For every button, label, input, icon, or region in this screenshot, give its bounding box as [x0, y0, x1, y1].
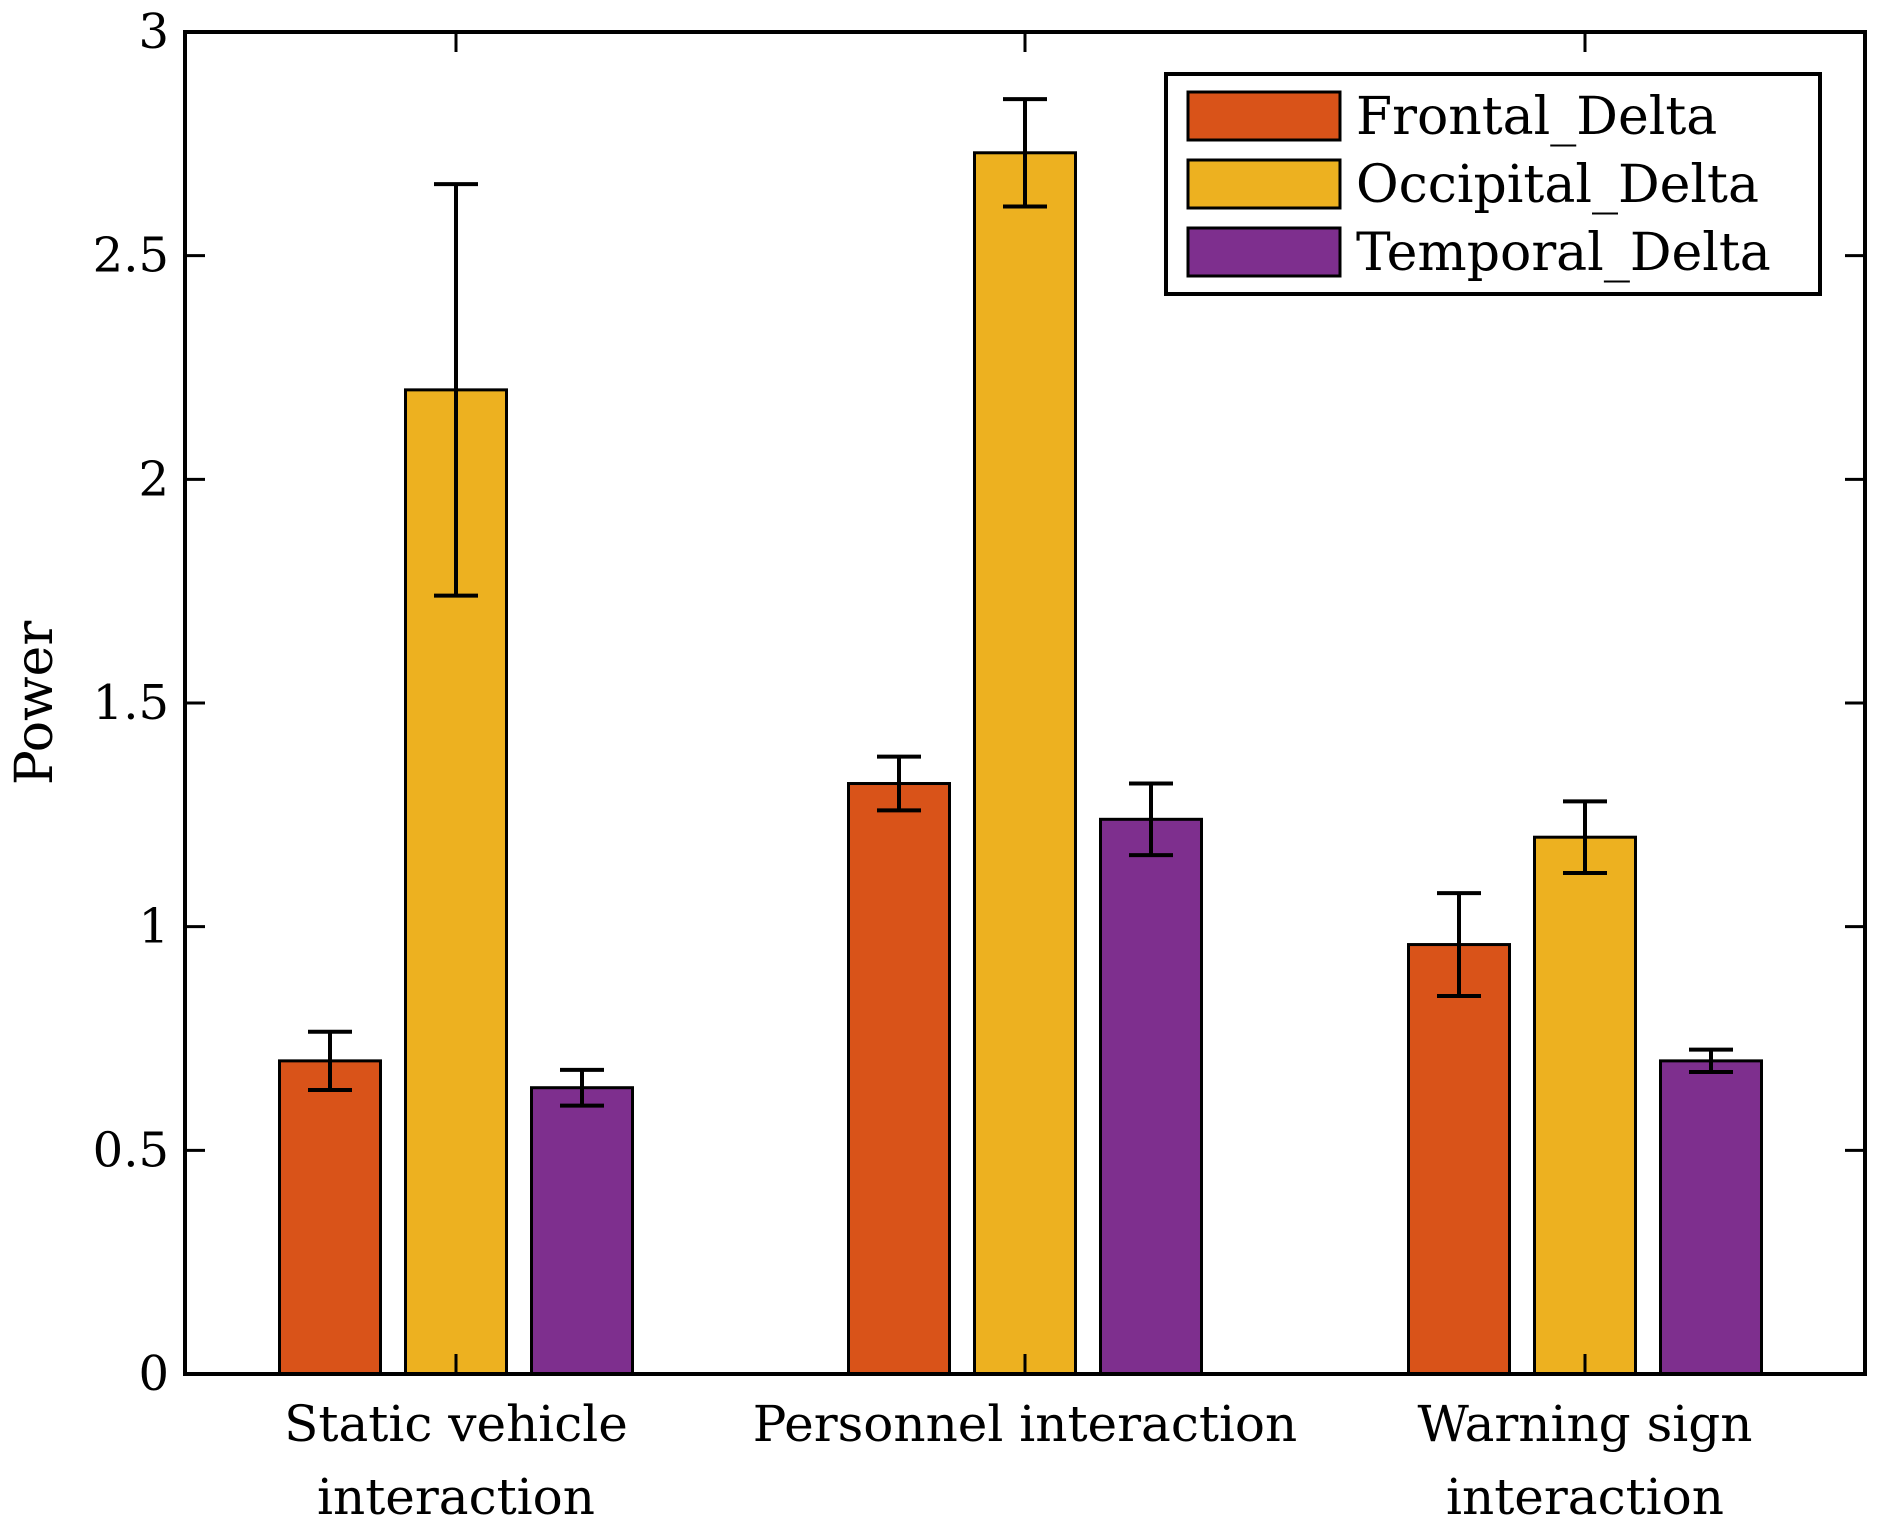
legend-swatch-temporal-delta — [1186, 226, 1342, 278]
legend-label: Occipital_Delta — [1356, 155, 1759, 215]
bar-frontal-delta-0 — [278, 1059, 382, 1376]
legend-swatch-frontal-delta — [1186, 90, 1342, 142]
y-tick-label: 3 — [138, 4, 169, 60]
bar-frontal-delta-2 — [1407, 943, 1511, 1376]
legend: Frontal_Delta Occipital_Delta Temporal_Del… — [1164, 72, 1822, 296]
x-tick-labels: Static vehicle interaction Personnel inter… — [284, 1395, 1752, 1526]
legend-label: Frontal_Delta — [1356, 87, 1717, 147]
y-axis-label: Power — [5, 621, 65, 785]
ticks-layer — [185, 30, 1865, 1376]
bars-layer — [278, 151, 1763, 1376]
x-category-label: Personnel interaction — [753, 1395, 1298, 1453]
bar-temporal-delta-0 — [530, 1086, 634, 1376]
x-category-label-line2: interaction — [317, 1468, 595, 1526]
bar-occipital-delta-1 — [973, 151, 1077, 1376]
y-tick-label: 1 — [138, 899, 169, 955]
bar-frontal-delta-1 — [847, 782, 951, 1376]
x-category-label: Warning sign — [1418, 1395, 1753, 1453]
y-tick-labels: 0 0.5 1 1.5 2 2.5 3 — [93, 4, 169, 1402]
error-bars-layer — [308, 97, 1733, 1108]
y-tick-label: 0 — [138, 1346, 169, 1402]
y-tick-label: 2 — [138, 451, 169, 507]
legend-swatch-occipital-delta — [1186, 158, 1342, 210]
legend-label: Temporal_Delta — [1356, 223, 1771, 283]
bar-temporal-delta-2 — [1659, 1059, 1763, 1376]
x-category-label: Static vehicle — [284, 1395, 628, 1453]
y-tick-label: 0.5 — [93, 1122, 169, 1178]
bar-temporal-delta-1 — [1099, 817, 1203, 1376]
x-category-label-line2: interaction — [1446, 1468, 1724, 1526]
y-tick-label: 1.5 — [93, 675, 169, 731]
bar-occipital-delta-2 — [1533, 835, 1637, 1376]
y-tick-label: 2.5 — [93, 228, 169, 284]
